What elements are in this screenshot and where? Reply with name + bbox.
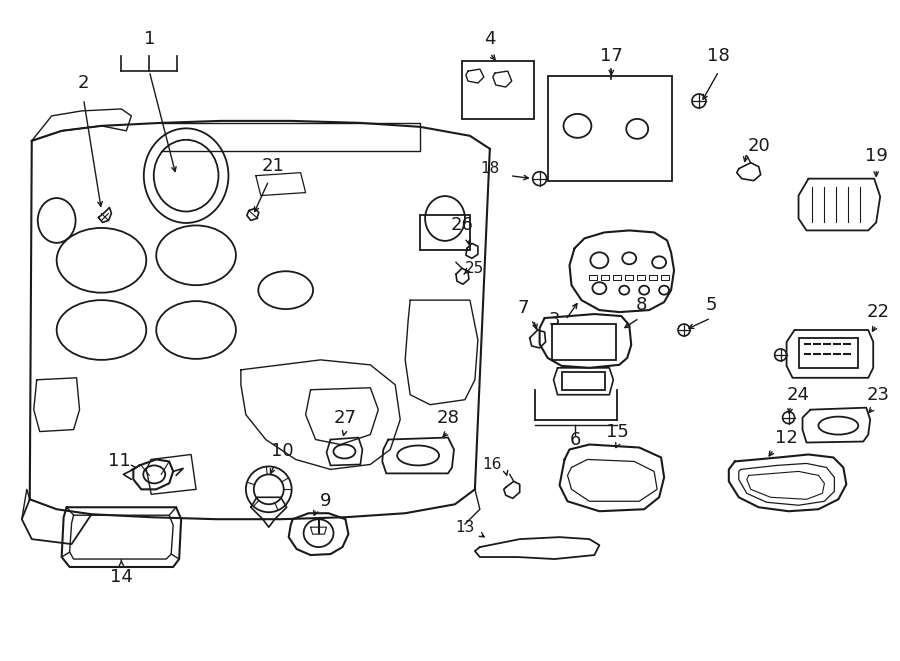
Text: 21: 21 — [261, 157, 284, 175]
Text: 23: 23 — [867, 386, 890, 404]
Bar — [798, 338, 859, 368]
Text: 16: 16 — [482, 457, 501, 472]
Text: 13: 13 — [455, 520, 474, 535]
Text: 27: 27 — [334, 408, 357, 426]
Text: 18: 18 — [481, 161, 500, 176]
Text: 3: 3 — [549, 311, 561, 329]
Text: 12: 12 — [775, 428, 798, 447]
Text: 11: 11 — [108, 452, 130, 471]
Bar — [462, 61, 534, 119]
Text: 5: 5 — [705, 296, 716, 314]
Text: 22: 22 — [867, 303, 890, 321]
Bar — [552, 324, 617, 360]
Text: 18: 18 — [707, 47, 730, 65]
Bar — [562, 372, 606, 390]
Text: 6: 6 — [570, 430, 581, 449]
Text: 24: 24 — [787, 386, 810, 404]
Text: 25: 25 — [465, 260, 484, 276]
Text: 8: 8 — [635, 296, 647, 314]
Text: 17: 17 — [600, 47, 623, 65]
Text: 4: 4 — [484, 30, 496, 48]
Bar — [547, 76, 672, 180]
Text: 2: 2 — [77, 74, 89, 92]
Text: 20: 20 — [747, 137, 770, 155]
Text: 28: 28 — [436, 408, 459, 426]
Text: 14: 14 — [110, 568, 133, 586]
Bar — [420, 215, 470, 251]
Text: 9: 9 — [320, 492, 331, 510]
Text: 15: 15 — [606, 422, 629, 441]
Text: 19: 19 — [865, 147, 887, 165]
Text: 1: 1 — [144, 30, 155, 48]
Text: 26: 26 — [451, 216, 473, 235]
Text: 10: 10 — [272, 442, 294, 461]
Text: 7: 7 — [518, 299, 529, 317]
